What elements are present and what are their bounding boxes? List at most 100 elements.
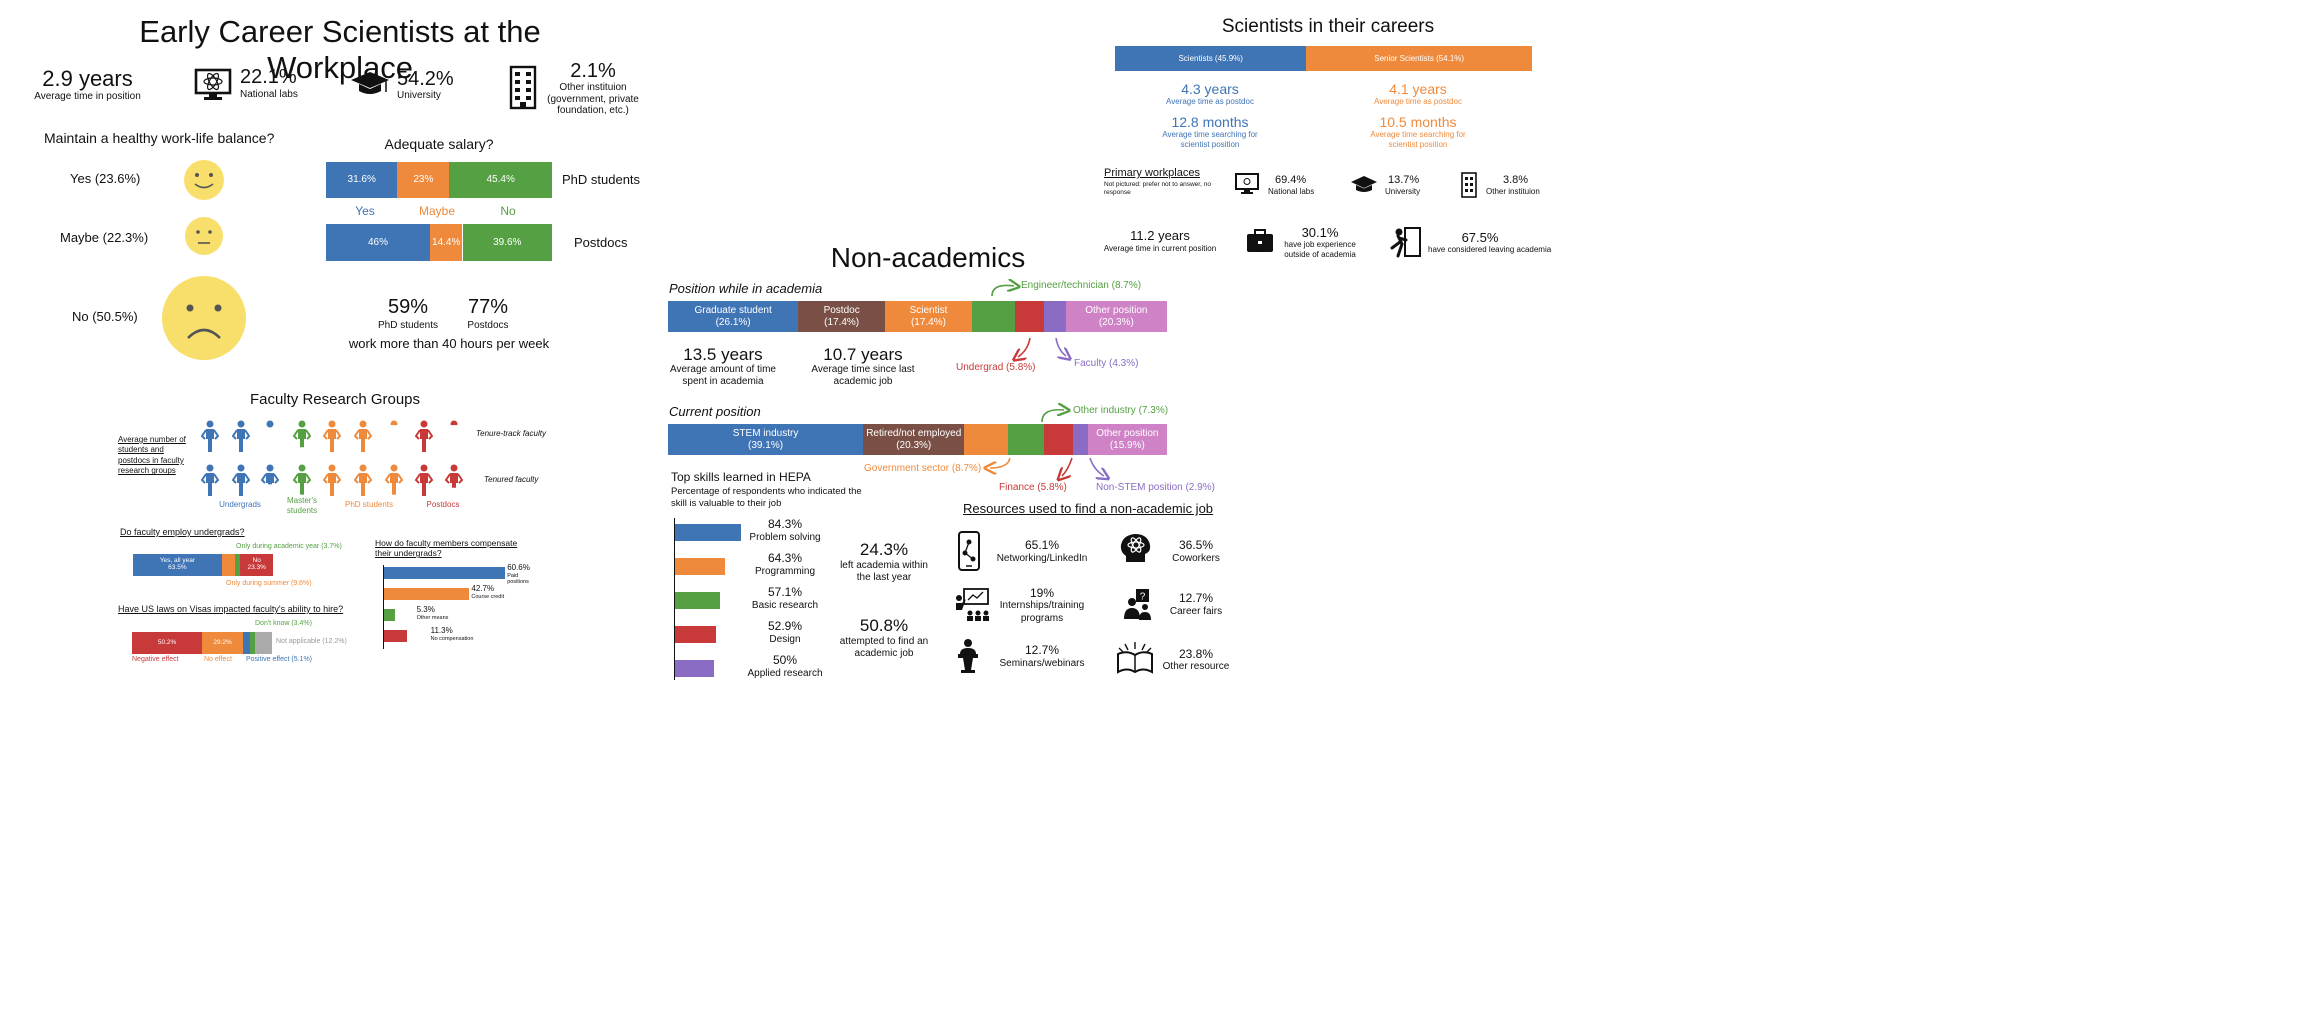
wp-other-value: 3.8% [1503, 174, 1529, 186]
skill-value-1: 64.3% [767, 551, 803, 565]
people-pictograph [198, 414, 468, 500]
salary-legend-maybe: Maybe [418, 204, 456, 218]
person-exiting-door-icon [1390, 227, 1421, 258]
salary-legend-no: No [500, 204, 516, 218]
person-icon [231, 464, 251, 496]
left-academia-label: left academia within the last year [840, 560, 928, 583]
balance-no-label: No (50.5%) [72, 309, 138, 324]
person-icon [414, 464, 434, 496]
salary-phd-label: PhD students [562, 172, 641, 187]
salary-postdoc-bar: 46% 14.4% 39.6% [326, 224, 552, 261]
skills-chart: 84.3% Problem solving 64.3% Programming 57.1… [675, 514, 835, 684]
compensate-title: How do faculty members compensate their … [375, 538, 518, 559]
labs-label: National labs [240, 89, 298, 100]
res-networking-value: 65.1% [1024, 538, 1060, 552]
skill-value-3: 52.9% [767, 619, 803, 633]
skills-axis [674, 518, 675, 680]
res-intern-label: Internships/training programs [999, 600, 1085, 624]
right-title: Scientists in their careers [1221, 16, 1435, 37]
attempt-value: 50.8% [859, 616, 909, 635]
presentation-training-icon [956, 588, 989, 621]
callout-nonstem: Non-STEM position (2.9%) [1096, 482, 1215, 493]
position-segment-6: Other position (20.3%) [1065, 301, 1167, 332]
current-segment-3 [1007, 424, 1045, 455]
sad-face-icon [162, 276, 246, 360]
salary-phd-bar: 31.6% 23% 45.4% [326, 162, 552, 198]
employ-bar: Yes, all year 63.5% No 23.3% [133, 554, 273, 576]
salary-phd-segment-2: 45.4% [449, 162, 552, 198]
res-intern-value: 19% [1029, 586, 1055, 600]
position-segment-5 [1044, 301, 1066, 332]
balance-maybe-label: Maybe (22.3%) [60, 230, 149, 245]
employ-title: Do faculty employ undergrads? [120, 527, 245, 537]
masters-label: Master's students [286, 496, 318, 515]
senior-postdoc-label: Average time as postdoc [1374, 97, 1462, 106]
person-icon [414, 420, 434, 452]
leave-label: have considered leaving academia [1428, 245, 1552, 254]
compensate-bar-0 [384, 567, 506, 579]
compensate-value-3: 11.3% [430, 626, 453, 635]
univ-label: University [397, 90, 441, 101]
res-fairs-label: Career fairs [1169, 606, 1223, 617]
person-icon [322, 420, 342, 452]
current-segment-2 [964, 424, 1008, 455]
workplaces-title: Primary workplaces [1104, 167, 1200, 179]
computer-atom-icon [194, 68, 232, 100]
visas-noeffect-label: No effect [204, 656, 232, 663]
labs-value: 22.1% [240, 66, 297, 88]
position-segment-2: Scientist (17.4%) [885, 301, 972, 332]
neutral-face-icon [185, 217, 223, 255]
callout-arrows-top [668, 270, 1188, 710]
left-title: Early Career Scientists at the Workplace [139, 14, 541, 85]
res-other-value: 23.8% [1178, 647, 1214, 661]
employ-segment-2 [235, 554, 241, 576]
workplaces-note: Not pictured: prefer not to answer, no r… [1104, 181, 1211, 196]
salary-postdoc-segment-1: 14.4% [429, 224, 463, 261]
visas-bar: 50.2% 29.2% [132, 632, 272, 654]
sci-postdoc-label: Average time as postdoc [1166, 97, 1254, 106]
employ-segment-0: Yes, all year 63.5% [133, 554, 222, 576]
salary-phd-segment-1: 23% [397, 162, 450, 198]
undergrads-label: Undergrads [219, 500, 261, 509]
senior-postdoc-value: 4.1 years [1389, 81, 1447, 97]
person-icon [353, 464, 373, 496]
current-years-value: 11.2 years [1130, 228, 1190, 243]
exp-value: 30.1% [1301, 225, 1339, 240]
compensate-category-2: Other means [416, 615, 449, 621]
compensate-chart: 60.6% Paid positions 42.7% Course credit 5.3… [384, 563, 534, 649]
person-icon [200, 420, 220, 452]
skill-category-3: Design [769, 634, 801, 645]
happy-face-icon [184, 160, 224, 200]
compensate-value-0: 60.6% [507, 563, 530, 572]
career-fair-icon: ? [1124, 589, 1151, 620]
tenured-label: Tenured faculty [484, 475, 539, 484]
res-seminars-label: Seminars/webinars [999, 658, 1085, 669]
skill-bar-3 [675, 626, 717, 643]
visas-segment-3 [250, 632, 255, 654]
senior-search-value: 10.5 months [1379, 114, 1457, 130]
employ-summer-label: Only during summer (9.6%) [226, 580, 312, 587]
balance-title: Maintain a healthy work-life balance? [44, 130, 275, 146]
sci-search-label: Average time searching for scientist pos… [1162, 130, 1258, 149]
hours-phd-label: PhD students [377, 320, 439, 331]
callout-faculty: Faculty (4.3%) [1074, 358, 1139, 369]
skill-category-2: Basic research [751, 600, 819, 611]
current-bar: STEM industry (39.1%) Retired/not employe… [668, 424, 1167, 455]
scientist-segment-1: Senior Scientists (54.1%) [1306, 46, 1532, 71]
hours-caption: work more than 40 hours per week [348, 336, 550, 351]
left-academia-value: 24.3% [859, 540, 909, 559]
groups-side-label: Average number of students and postdocs … [118, 435, 186, 476]
building-icon [1461, 172, 1477, 198]
compensate-axis [383, 565, 384, 649]
current-segment-1: Retired/not employed (20.3%) [863, 424, 965, 455]
groups-title: Faculty Research Groups [249, 391, 421, 408]
skill-value-4: 50% [772, 653, 798, 667]
visas-positive-label: Positive effect (5.1%) [246, 656, 313, 663]
brain-atom-icon [1120, 534, 1151, 562]
graduation-cap-icon [351, 72, 389, 94]
avg-time-value: 2.9 years [42, 66, 133, 91]
employ-academic-label: Only during academic year (3.7%) [236, 543, 342, 550]
phone-network-icon [958, 531, 980, 571]
tenure-track-label: Tenure-track faculty [476, 429, 546, 438]
postdocs-label: Postdocs [426, 500, 460, 509]
